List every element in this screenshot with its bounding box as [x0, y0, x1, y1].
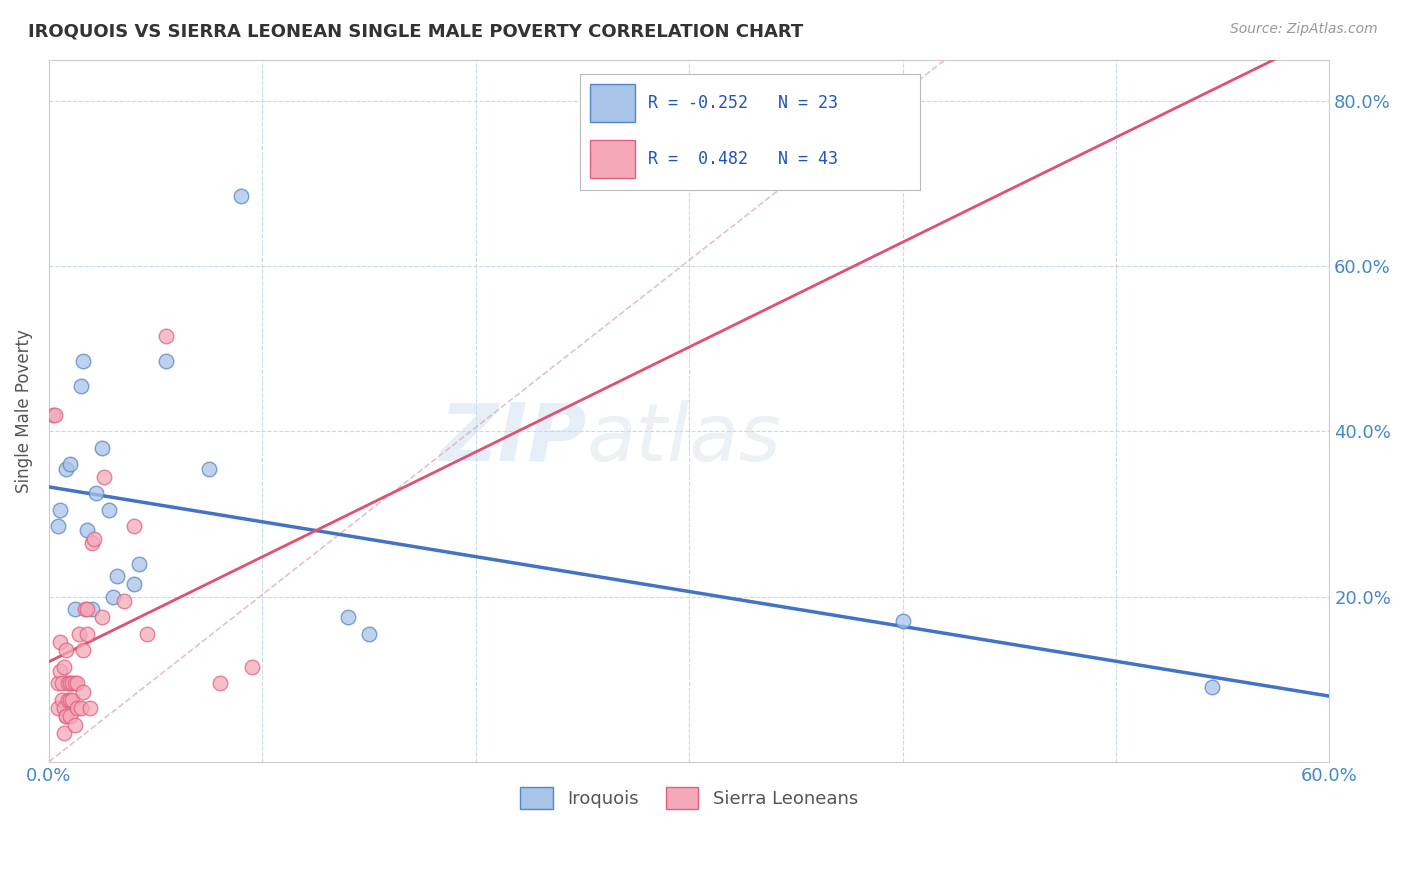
- Legend: Iroquois, Sierra Leoneans: Iroquois, Sierra Leoneans: [513, 780, 865, 816]
- Point: [52, 726, 75, 740]
- Point: [44, 408, 66, 422]
- Text: IROQUOIS VS SIERRA LEONEAN SINGLE MALE POVERTY CORRELATION CHART: IROQUOIS VS SIERRA LEONEAN SINGLE MALE P…: [28, 22, 803, 40]
- Point: [70, 701, 93, 715]
- Point: [72, 684, 94, 698]
- Point: [63, 717, 86, 731]
- Point: [67, 626, 90, 640]
- Point: [42, 408, 65, 422]
- Point: [79, 701, 101, 715]
- Point: [76, 602, 98, 616]
- Point: [72, 354, 94, 368]
- Point: [76, 524, 98, 538]
- Point: [72, 643, 94, 657]
- Text: Source: ZipAtlas.com: Source: ZipAtlas.com: [1230, 22, 1378, 37]
- Point: [336, 610, 359, 624]
- Point: [55, 709, 77, 723]
- Point: [63, 602, 86, 616]
- Point: [101, 590, 124, 604]
- Point: [124, 577, 146, 591]
- Point: [229, 189, 252, 203]
- Point: [83, 532, 105, 546]
- Point: [208, 676, 231, 690]
- Point: [357, 626, 380, 640]
- Point: [52, 701, 75, 715]
- Point: [59, 676, 82, 690]
- Point: [66, 676, 89, 690]
- Point: [59, 458, 82, 472]
- Point: [80, 536, 103, 550]
- Point: [75, 602, 97, 616]
- Point: [891, 615, 914, 629]
- Point: [136, 626, 159, 640]
- Point: [48, 503, 70, 517]
- Point: [105, 569, 128, 583]
- Point: [66, 701, 89, 715]
- Point: [52, 660, 75, 674]
- Point: [128, 557, 150, 571]
- Point: [46, 701, 69, 715]
- Point: [93, 469, 115, 483]
- Point: [198, 461, 221, 475]
- Point: [46, 519, 69, 533]
- Point: [70, 379, 93, 393]
- Point: [51, 676, 73, 690]
- Point: [124, 519, 146, 533]
- Text: ZIP: ZIP: [439, 400, 586, 478]
- Point: [59, 693, 82, 707]
- Point: [46, 676, 69, 690]
- Point: [62, 693, 84, 707]
- Point: [55, 461, 77, 475]
- Point: [80, 602, 103, 616]
- Point: [62, 676, 84, 690]
- Point: [112, 593, 135, 607]
- Point: [48, 635, 70, 649]
- Point: [63, 676, 86, 690]
- Point: [91, 441, 114, 455]
- Point: [84, 486, 107, 500]
- Point: [1201, 681, 1223, 695]
- Text: atlas: atlas: [586, 400, 782, 478]
- Point: [56, 676, 79, 690]
- Y-axis label: Single Male Poverty: Single Male Poverty: [15, 329, 32, 492]
- Point: [59, 709, 82, 723]
- Point: [97, 503, 120, 517]
- Point: [56, 693, 79, 707]
- Point: [155, 329, 177, 343]
- Point: [155, 354, 177, 368]
- Point: [48, 664, 70, 678]
- Point: [51, 693, 73, 707]
- Point: [76, 626, 98, 640]
- Point: [91, 610, 114, 624]
- Point: [240, 660, 263, 674]
- Point: [55, 709, 77, 723]
- Point: [55, 643, 77, 657]
